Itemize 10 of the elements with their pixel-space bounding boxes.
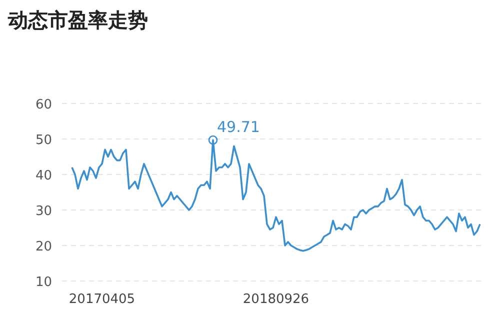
y-tick-label: 40 bbox=[35, 168, 52, 184]
x-tick-label: 20170405 bbox=[68, 292, 136, 307]
y-tick-label: 20 bbox=[35, 240, 52, 254]
annotation: 49.71 bbox=[217, 118, 260, 136]
y-tick-label: 60 bbox=[35, 98, 52, 112]
y-tick-label: 50 bbox=[35, 133, 52, 148]
x-tick-label: 20180926 bbox=[242, 292, 310, 307]
chart-title: 动态市盈率走势 bbox=[7, 8, 148, 32]
y-tick-label: 10 bbox=[35, 275, 52, 290]
y-tick-label: 30 bbox=[35, 204, 52, 219]
